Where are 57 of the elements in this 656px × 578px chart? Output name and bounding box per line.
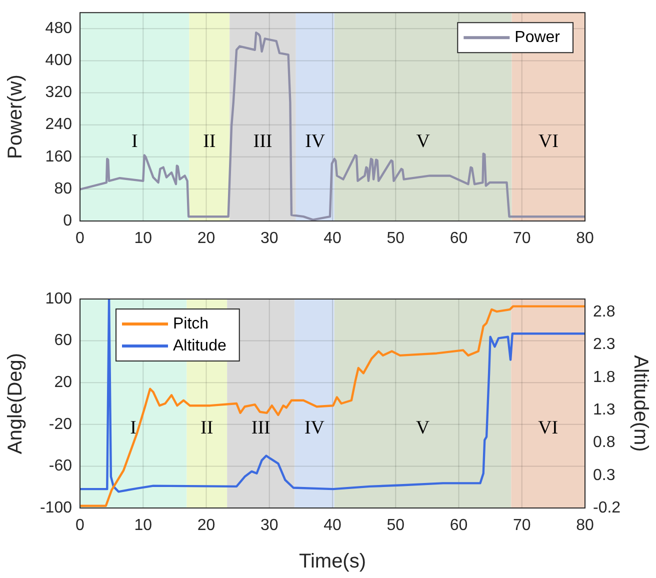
x-tick-label: 20 bbox=[197, 517, 216, 534]
band-label: I bbox=[130, 418, 137, 439]
y-tick-label: 160 bbox=[45, 148, 72, 166]
x-tick-label: 60 bbox=[450, 517, 468, 534]
x-tick-label: 50 bbox=[386, 517, 405, 534]
band-label: V bbox=[416, 418, 430, 439]
x-tick-label: 40 bbox=[324, 230, 342, 248]
x-tick-label: 80 bbox=[576, 230, 594, 248]
band-label: IV bbox=[304, 418, 325, 439]
y-tick-label: 320 bbox=[45, 84, 72, 102]
y-tick-label: 0 bbox=[63, 212, 72, 230]
y-tick-label: 80 bbox=[54, 180, 72, 198]
y2-tick-label: 0.8 bbox=[593, 434, 616, 452]
x-tick-label: 30 bbox=[260, 517, 278, 534]
y2-tick-label: -0.2 bbox=[593, 499, 621, 516]
y-tick-label: -60 bbox=[48, 458, 72, 475]
x-tick-label: 20 bbox=[197, 230, 216, 248]
legend-label: Altitude bbox=[173, 337, 226, 354]
y-axis-title: Angle(Deg) bbox=[4, 352, 27, 454]
legend-label: Power bbox=[514, 29, 561, 46]
band-label: VI bbox=[538, 130, 558, 152]
x-tick-label: 10 bbox=[134, 517, 152, 534]
band-label: IV bbox=[305, 130, 326, 152]
band-label: III bbox=[253, 130, 272, 152]
x-tick-label: 10 bbox=[134, 230, 152, 248]
y-tick-label: 240 bbox=[45, 116, 72, 134]
x-tick-label: 30 bbox=[260, 230, 278, 248]
y-tick-label: 20 bbox=[54, 374, 72, 392]
y-tick-label: -100 bbox=[40, 499, 72, 516]
y-tick-label: 400 bbox=[45, 52, 72, 70]
y-tick-label: 100 bbox=[45, 290, 72, 308]
x-tick-label: 70 bbox=[512, 517, 531, 534]
legend-label: Pitch bbox=[173, 315, 209, 332]
x-tick-label: 40 bbox=[324, 517, 342, 534]
band-label: I bbox=[131, 130, 138, 152]
y2-tick-label: 1.8 bbox=[593, 368, 616, 386]
y2-axis-title: Altitude(m) bbox=[629, 355, 652, 452]
y2-tick-label: 0.3 bbox=[593, 466, 616, 484]
x-axis-title: Time(s) bbox=[298, 550, 366, 573]
band-label: II bbox=[200, 418, 214, 439]
band-label: II bbox=[203, 130, 216, 152]
y2-tick-label: 2.8 bbox=[593, 303, 616, 320]
x-tick-label: 0 bbox=[76, 517, 85, 534]
y-tick-label: -20 bbox=[48, 416, 72, 433]
x-tick-label: 50 bbox=[386, 230, 405, 248]
x-tick-label: 80 bbox=[576, 517, 594, 534]
x-tick-label: 60 bbox=[450, 230, 468, 248]
y2-tick-label: 1.3 bbox=[593, 401, 616, 418]
y2-tick-label: 2.3 bbox=[593, 336, 616, 354]
y-tick-label: 60 bbox=[54, 332, 72, 350]
band-label: V bbox=[416, 130, 430, 152]
x-tick-label: 70 bbox=[512, 230, 531, 248]
band-label: III bbox=[251, 418, 270, 439]
y-axis-title: Power(w) bbox=[4, 74, 27, 160]
y-tick-label: 480 bbox=[45, 20, 72, 38]
x-tick-label: 0 bbox=[76, 230, 85, 248]
band-label: VI bbox=[538, 418, 558, 439]
